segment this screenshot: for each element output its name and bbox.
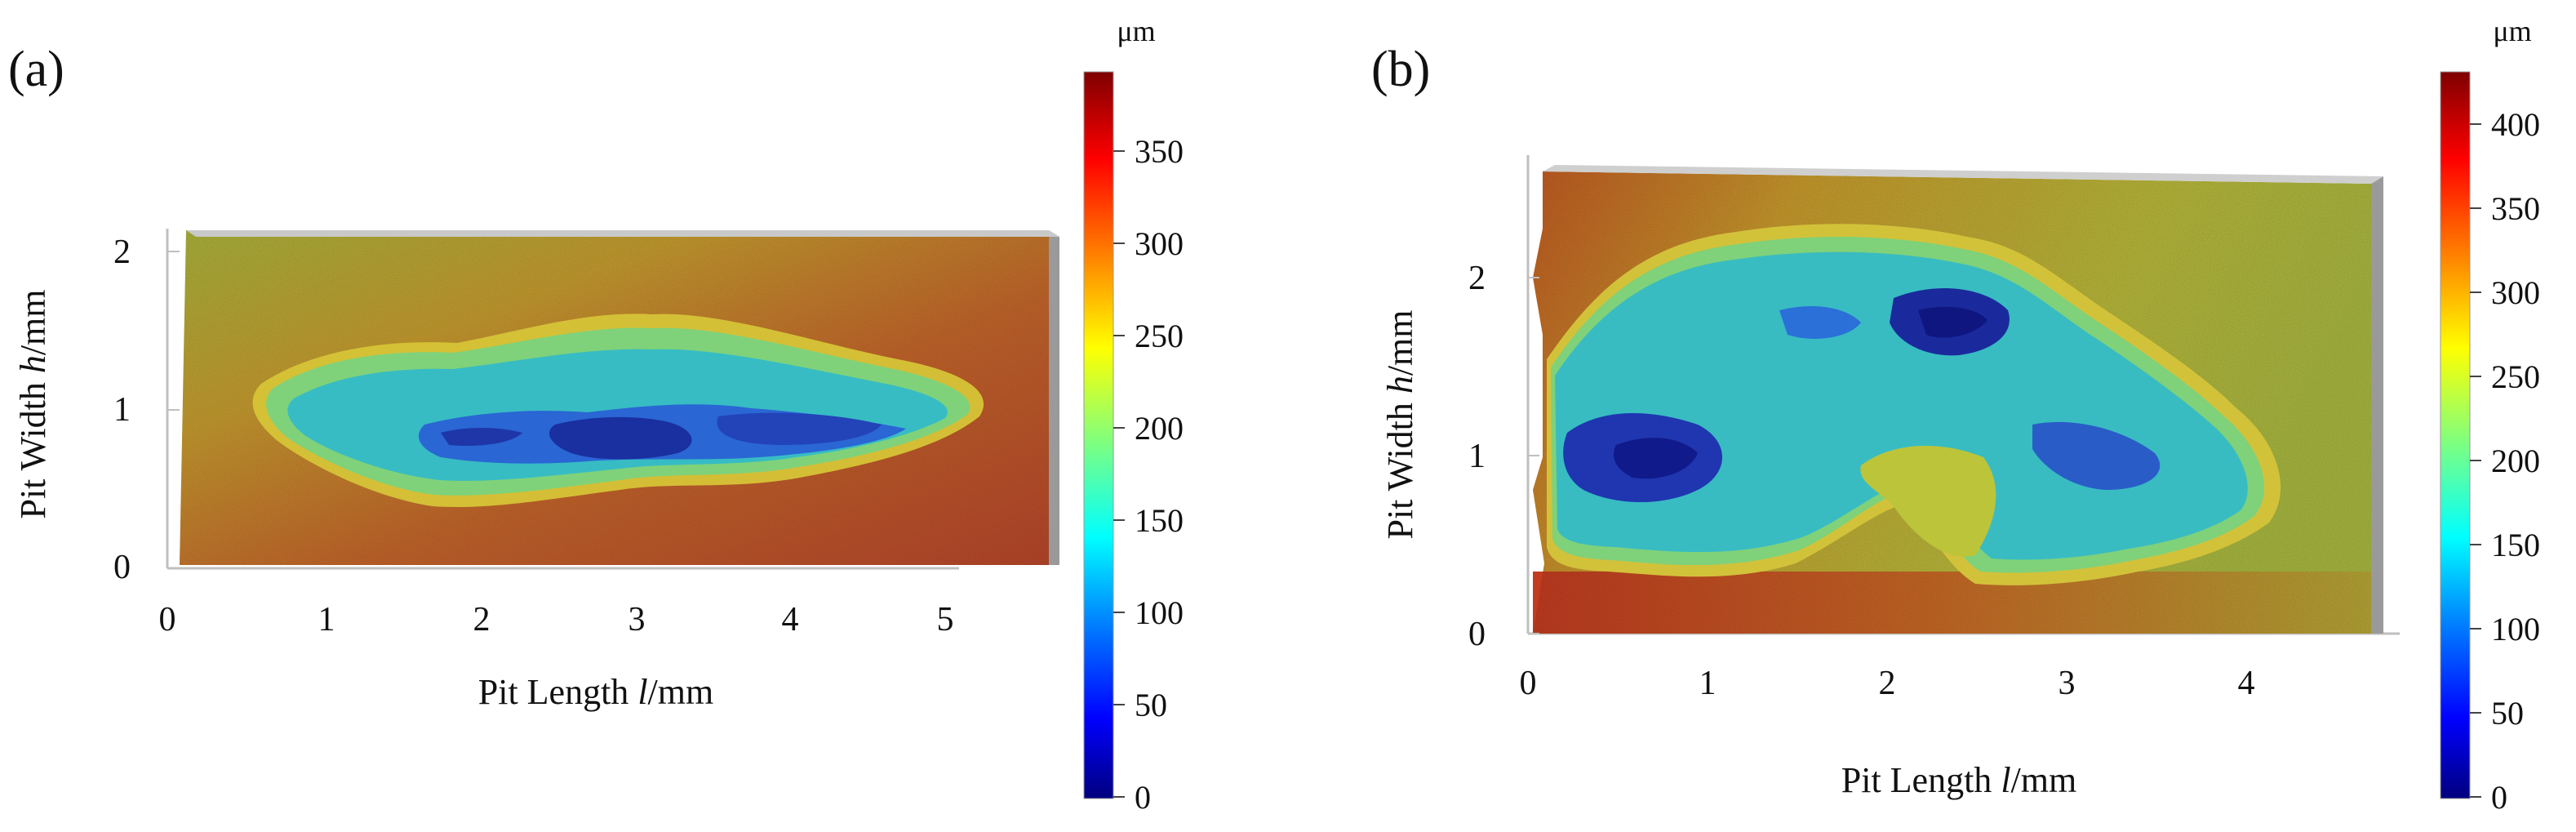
panel-a-colorbar-unit: μm [1117,15,1155,47]
panel-a-label: (a) [8,42,64,97]
panel-b-label: (b) [1371,42,1430,97]
panel-b-colorbar: μm 0 50 100 150 200 250 300 350 400 [2440,15,2540,816]
panel-b-cbar-tick-0: 0 [2491,779,2507,816]
panel-a-x-ticks: 0 1 2 3 4 5 [159,601,954,638]
panel-b-y-ticks: 0 1 2 [1468,260,1539,653]
panel-a-figure: (a) 0 1 2 0 1 2 3 4 5 Pit Length l/mm [8,15,1184,816]
panel-a-y-tick-0: 0 [113,549,131,586]
panel-b-colorbar-unit: μm [2493,15,2531,47]
panel-b-cbar-tick-50: 50 [2491,695,2524,732]
panel-a-y-axis-label: Pit Width h/mm [13,289,53,518]
panel-a: (a) 0 1 2 0 1 2 3 4 5 Pit Length l/mm [0,0,1224,828]
panel-b-cbar-tick-200: 200 [2491,443,2540,479]
panel-b-cbar-tick-300: 300 [2491,274,2540,311]
panel-a-cbar-tick-100: 100 [1135,594,1184,631]
panel-b-cbar-tick-100: 100 [2491,611,2540,647]
panel-b-x-tick-3: 3 [2059,665,2076,702]
panel-b-y-tick-2: 2 [1468,260,1486,297]
panel-a-cbar-tick-350: 350 [1135,133,1184,170]
panel-b-cbar-tick-400: 400 [2491,106,2540,143]
panel-b-x-tick-2: 2 [1879,665,1896,702]
panel-a-y-tick-2: 2 [113,234,131,271]
panel-a-cbar-tick-300: 300 [1135,225,1184,262]
panel-a-x-tick-2: 2 [473,601,491,638]
panel-b-cbar-tick-150: 150 [2491,527,2540,563]
panel-b-x-axis-label: Pit Length l/mm [1841,760,2076,800]
panel-b-y-axis-label: Pit Width h/mm [1380,309,1420,539]
panel-a-cbar-tick-250: 250 [1135,318,1184,354]
panel-a-y-ticks: 0 1 2 [113,234,180,586]
panel-b: (b) 0 1 2 0 1 2 3 4 [1273,0,2576,828]
panel-a-cbar-tick-50: 50 [1135,687,1167,723]
panel-a-cbar-tick-150: 150 [1135,502,1184,539]
panel-b-x-tick-1: 1 [1699,665,1717,702]
panel-a-x-tick-1: 1 [318,601,335,638]
panel-a-y-tick-1: 1 [113,391,131,429]
panel-a-x-tick-5: 5 [937,601,954,638]
panel-a-x-tick-4: 4 [782,601,799,638]
panel-a-cbar-tick-200: 200 [1135,410,1184,447]
panel-b-surface-map [1533,165,2383,634]
panel-b-figure: (b) 0 1 2 0 1 2 3 4 [1371,15,2540,816]
panel-a-colorbar: μm 0 50 100 150 200 250 300 350 [1083,15,1184,816]
panel-b-y-tick-0: 0 [1468,616,1486,653]
panel-b-x-tick-4: 4 [2238,665,2255,702]
panel-b-cbar-tick-350: 350 [2491,190,2540,227]
panel-a-x-tick-3: 3 [628,601,646,638]
panel-b-y-tick-1: 1 [1468,438,1486,475]
panel-b-x-ticks: 0 1 2 3 4 [1520,665,2255,702]
panel-a-x-axis-label: Pit Length l/mm [478,672,713,712]
panel-b-cbar-tick-250: 250 [2491,358,2540,395]
panel-b-x-tick-0: 0 [1520,665,1537,702]
panel-a-x-tick-0: 0 [159,601,176,638]
panel-a-surface-map [180,230,1059,565]
panel-a-cbar-tick-0: 0 [1135,779,1151,816]
